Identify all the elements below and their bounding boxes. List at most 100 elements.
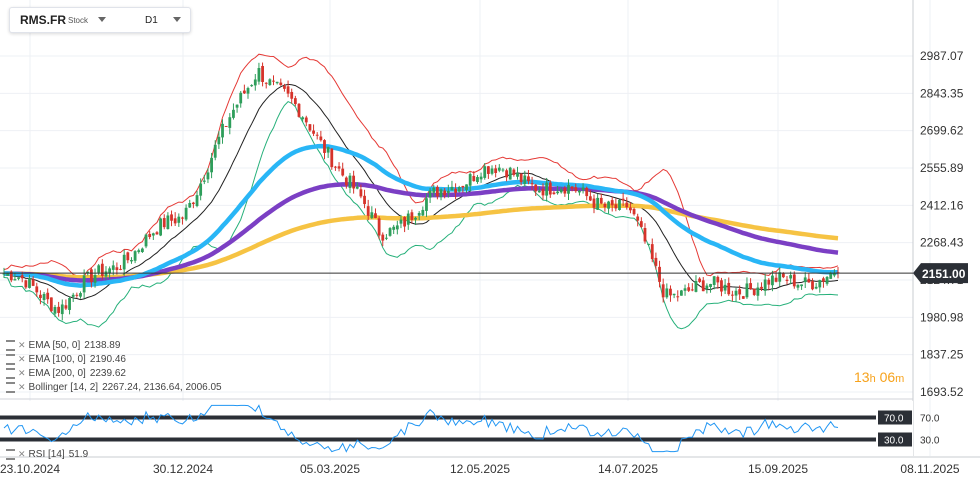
candle-body: [796, 284, 800, 288]
legend-ema100[interactable]: ✕ EMA [100, 0] 2190.46: [6, 354, 126, 365]
candle-body: [370, 212, 374, 218]
candle-body: [366, 206, 370, 216]
candle-body: [126, 252, 130, 261]
candle-body: [355, 186, 359, 189]
candle-body: [588, 196, 592, 201]
candle-body: [283, 85, 286, 89]
candle-countdown: 13h 06m: [854, 369, 905, 385]
close-icon[interactable]: ✕: [18, 449, 26, 460]
candle-body: [28, 277, 31, 288]
close-icon[interactable]: ✕: [18, 354, 26, 365]
candle-body: [191, 202, 195, 205]
candle-body: [170, 214, 173, 221]
candle-body: [832, 273, 836, 276]
settings-icon[interactable]: [6, 340, 15, 351]
candle-body: [771, 275, 774, 286]
candle-body: [578, 190, 581, 193]
candle-body: [388, 228, 392, 236]
candle-body: [439, 189, 443, 198]
candle-body: [701, 280, 705, 292]
candle-body: [326, 147, 330, 153]
candle-body: [800, 284, 803, 287]
candle-body: [308, 124, 312, 131]
candle-body: [279, 82, 283, 86]
candle-body: [173, 218, 177, 224]
candle-body: [359, 189, 363, 197]
rsi-lower-tag: [878, 432, 912, 447]
candle-body: [115, 267, 119, 271]
candle-body: [822, 278, 825, 282]
candle-body: [202, 180, 206, 182]
candle-body: [530, 183, 534, 185]
candle-body: [421, 209, 425, 216]
candle-body: [417, 212, 421, 216]
candle-body: [570, 186, 574, 189]
candle-body: [621, 198, 625, 201]
candle-body: [184, 207, 188, 220]
candle-body: [352, 175, 356, 189]
settings-icon[interactable]: [6, 368, 15, 379]
candle-body: [344, 177, 348, 186]
candle-body: [738, 289, 742, 295]
timeframe-dropdown-icon[interactable]: [173, 17, 181, 22]
candle-body: [155, 232, 159, 235]
legend-ema50[interactable]: ✕ EMA [50, 0] 2138.89: [6, 340, 120, 351]
candle-body: [479, 176, 483, 180]
candle-body: [242, 90, 246, 94]
candle-body: [574, 187, 578, 192]
bollinger-upper: [3, 53, 839, 282]
candle-body: [246, 88, 250, 94]
candle-body: [592, 198, 596, 208]
date-axis-label: 23.10.2024: [0, 462, 60, 476]
candle-body: [559, 189, 563, 193]
candle-body: [122, 254, 126, 270]
candle-body: [519, 173, 523, 183]
candle-body: [556, 191, 559, 194]
settings-icon[interactable]: [6, 354, 15, 365]
candle-body: [20, 275, 24, 279]
candle-body: [745, 283, 749, 298]
candle-body: [341, 168, 345, 176]
candle-body: [24, 280, 28, 288]
candle-body: [581, 187, 585, 191]
ema-50-line: [3, 143, 838, 288]
close-icon[interactable]: ✕: [18, 340, 26, 351]
price-axis-label: 2555.89: [920, 161, 964, 175]
candle-body: [385, 237, 388, 239]
candle-body: [403, 217, 407, 227]
candle-body: [461, 185, 465, 188]
symbol-dropdown-icon[interactable]: [98, 17, 106, 22]
candle-body: [669, 288, 672, 296]
candle-body: [811, 281, 814, 290]
candle-body: [792, 274, 796, 287]
legend-ema200[interactable]: ✕ EMA [200, 0] 2239.62: [6, 368, 126, 379]
close-icon[interactable]: ✕: [18, 382, 26, 393]
candle-body: [71, 294, 75, 297]
candle-body: [527, 176, 530, 182]
candle-body: [221, 123, 224, 138]
candle-body: [563, 188, 567, 194]
candle-body: [636, 216, 640, 221]
candle-body: [625, 202, 629, 208]
candle-body: [585, 187, 589, 197]
candle-body: [596, 197, 600, 210]
timeframe-label[interactable]: D1: [145, 15, 158, 26]
settings-icon[interactable]: [6, 449, 15, 460]
candle-body: [9, 271, 13, 281]
candle-body: [315, 134, 319, 136]
settings-icon[interactable]: [6, 382, 15, 393]
candle-body: [567, 185, 570, 194]
symbol-selector[interactable]: RMS.FR Stock D1: [9, 7, 191, 33]
candle-body: [337, 166, 341, 169]
close-icon[interactable]: ✕: [18, 368, 26, 379]
candle-body: [224, 125, 228, 127]
candle-body: [100, 263, 104, 277]
candle-body: [140, 248, 144, 253]
candle-body: [334, 166, 337, 168]
rsi-upper-tag: [878, 410, 912, 425]
legend-rsi[interactable]: ✕ RSI [14] 51.9: [6, 449, 88, 460]
candle-body: [239, 92, 243, 104]
candle-body: [494, 168, 498, 174]
legend-bollinger[interactable]: ✕ Bollinger [14, 2] 2267.24, 2136.64, 2006…: [6, 382, 222, 393]
